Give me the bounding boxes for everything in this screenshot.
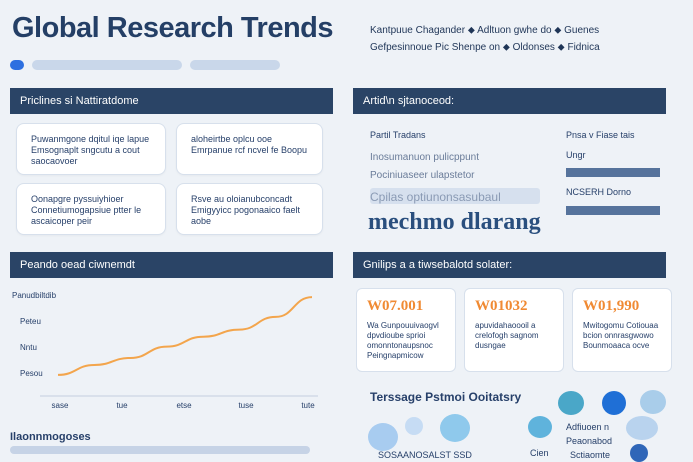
y-tick-label: Nntu — [20, 343, 37, 352]
info-card[interactable]: Oonapgre pyssuiyhioer Connetiumogapsiue … — [16, 183, 166, 235]
subtitle-row — [10, 60, 280, 70]
partner-label: Peaonabod — [566, 436, 613, 446]
subtitle-placeholder — [32, 60, 182, 70]
stat-card[interactable]: W01032 apuvidahaoooil a crelofogh sagnom… — [464, 288, 564, 372]
card-text: Rsve au oloianubconcadt Emigyyicc pogona… — [191, 194, 301, 226]
info-card[interactable]: Rsve au oloianubconcadt Emigyyicc pogona… — [176, 183, 323, 235]
partner-bubble[interactable] — [405, 417, 423, 435]
footer-placeholder — [10, 446, 310, 454]
x-tick-label: sase — [52, 401, 69, 410]
panel-mini-bar — [566, 168, 660, 177]
partner-label: Sctiaomte — [570, 450, 611, 460]
partner-bubble[interactable] — [528, 416, 552, 438]
partner-bubble[interactable] — [368, 423, 398, 451]
stat-card[interactable]: W01,990 Mwitogomu Cotiouaa bcion onnrasg… — [572, 288, 672, 372]
stat-description: Mwitogomu Cotiouaa bcion onnrasgwowo Bou… — [583, 321, 659, 350]
footer-title: Ilaonnmogoses — [10, 431, 91, 443]
top-nav-line2[interactable]: Gefpesinnoue Pic Shenpe on ⬥ Oldonses ⬥ … — [370, 42, 600, 53]
x-tick-label: tue — [116, 401, 128, 410]
section-header-principles: Priclines si Nattiratdome — [10, 88, 333, 114]
partner-label: SOSAANOSALST SSD — [378, 450, 472, 460]
partner-bubble[interactable] — [558, 391, 584, 415]
panel-mini-bar — [566, 206, 660, 215]
card-text: Puwanmgone dqitul iqe lapue Emsognaplt s… — [31, 134, 150, 166]
page-title: Global Research Trends — [12, 12, 334, 44]
panel-right-label: Pnsa v Fiase tais — [566, 130, 635, 140]
logo-icon — [10, 60, 24, 70]
partner-label: Cien — [530, 448, 549, 458]
panel-soft-text: Pociniuaseer ulapstetor — [370, 170, 475, 181]
info-card[interactable]: aloheirtbe oplcu ooe Emrpanue rcf ncvel … — [176, 123, 323, 175]
partner-bubble[interactable] — [640, 390, 666, 414]
stat-number: W07.001 — [367, 298, 424, 314]
partner-bubble[interactable] — [626, 416, 658, 440]
stat-description: apuvidahaoooil a crelofogh sagnom dusnga… — [475, 321, 539, 350]
x-tick-label: tute — [301, 401, 315, 410]
x-tick-label: etse — [176, 401, 192, 410]
section-header-trends: Peando oead ciwnemdt — [10, 252, 333, 278]
panel-soft-text: Inosumanuon pulicppunt — [370, 152, 479, 163]
subtitle-placeholder-2 — [190, 60, 280, 70]
stat-number: W01,990 — [583, 298, 640, 314]
partner-bubble[interactable] — [630, 444, 648, 462]
partners-heading: Terssage Pstmoi Ooitatsry — [370, 390, 522, 404]
y-tick-label: Pesou — [20, 369, 43, 378]
y-tick-label: Peteu — [20, 317, 41, 326]
section-header-global: Gnilips a a tiwsebalotd solater: — [353, 252, 666, 278]
partner-label: Adfiuoen n — [566, 422, 610, 432]
panel-strip — [370, 188, 540, 204]
y-tick-label: Panudbiltdib — [12, 291, 57, 300]
x-tick-label: tuse — [238, 401, 254, 410]
stat-number: W01032 — [475, 298, 528, 314]
partner-bubble[interactable] — [602, 391, 626, 415]
stat-description: Wa Gunpouuivaogvl dpvdioube sprioi omonn… — [367, 321, 439, 360]
card-text: Oonapgre pyssuiyhioer Connetiumogapsiue … — [31, 194, 142, 226]
card-text: aloheirtbe oplcu ooe Emrpanue rcf ncvel … — [191, 134, 308, 155]
top-nav: Kantpuue Chagander ⬥ Adltuon gwhe do ⬥ G… — [370, 22, 600, 56]
trend-series-line — [57, 296, 313, 376]
panel-left-label: Partil Tradans — [370, 130, 426, 140]
panel-soft-text: Cpilas optiunonsasubaul — [370, 190, 501, 204]
panel-big-word: mechmo dlarang — [368, 209, 541, 235]
stat-card[interactable]: W07.001 Wa Gunpouuivaogvl dpvdioube spri… — [356, 288, 456, 372]
top-nav-line1[interactable]: Kantpuue Chagander ⬥ Adltuon gwhe do ⬥ G… — [370, 25, 600, 36]
panel-mini-label: NCSERH Dorno — [566, 187, 632, 197]
section-header-research: Artid\n sjtanoceod: — [353, 88, 666, 114]
partner-bubble[interactable] — [440, 414, 470, 442]
panel-mini-label: Ungr — [566, 150, 586, 160]
info-card[interactable]: Puwanmgone dqitul iqe lapue Emsognaplt s… — [16, 123, 166, 175]
trend-line-chart: Panudbiltdib Peteu Nntu Pesou sase tue etse tus… — [12, 291, 318, 410]
